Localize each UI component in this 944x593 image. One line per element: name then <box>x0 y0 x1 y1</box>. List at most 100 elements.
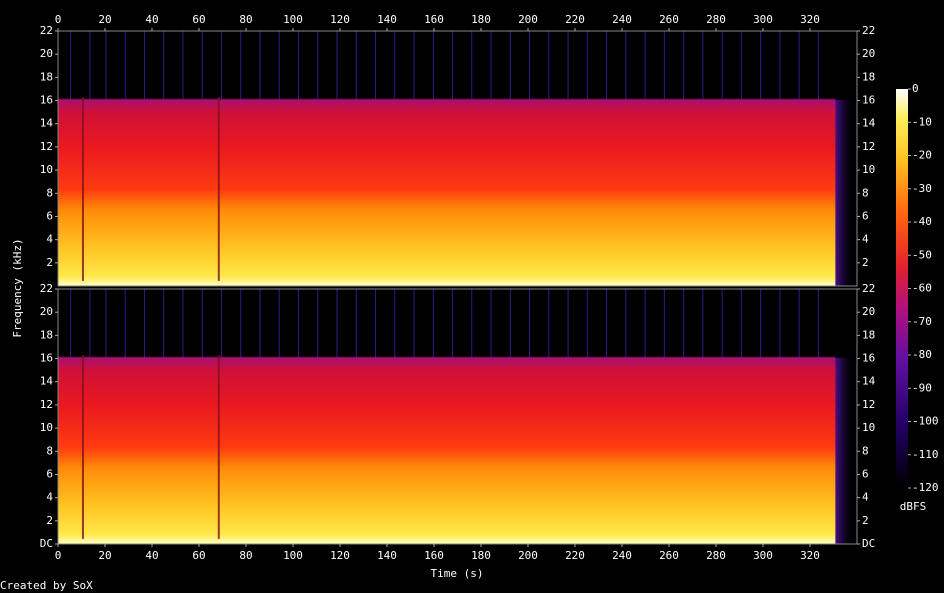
y-tick-label: 6 <box>46 209 53 222</box>
y-tick-label: 8 <box>46 186 53 199</box>
y-tick-label: 2 <box>46 514 53 527</box>
y-tick-label: 12 <box>40 140 53 153</box>
y-tick-label: 16 <box>862 94 875 107</box>
y-tick-label: 20 <box>862 47 875 60</box>
colorbar-label: dBFS <box>900 500 927 513</box>
colorbar-tick-label: -60 <box>912 282 932 295</box>
spectrum-tail <box>835 99 855 286</box>
y-tick-label: 14 <box>40 375 54 388</box>
y-tick-label: 22 <box>40 24 53 37</box>
x-tick-label: 0 <box>55 549 62 562</box>
y-axis-label: Frequency (kHz) <box>11 238 24 337</box>
x-tick-label: 300 <box>753 549 773 562</box>
y-tick-label: 18 <box>862 328 875 341</box>
spectrum-tail <box>835 357 855 544</box>
x-tick-label: 320 <box>800 13 820 26</box>
x-tick-label: 100 <box>283 549 303 562</box>
y-tick-label: 14 <box>862 117 876 130</box>
y-tick-label: 10 <box>862 421 875 434</box>
x-tick-label: 160 <box>424 13 444 26</box>
y-tick-label: 12 <box>862 140 875 153</box>
dark-streak <box>81 355 84 539</box>
x-tick-label: 240 <box>612 549 632 562</box>
y-tick-label: 10 <box>40 421 53 434</box>
footer: Created by SoX <box>0 579 93 592</box>
y-tick-label: 12 <box>40 398 53 411</box>
y-tick-label: 4 <box>46 233 53 246</box>
dark-streak <box>217 97 220 281</box>
x-tick-label: 140 <box>377 549 397 562</box>
spectrum-body <box>58 31 836 286</box>
colorbar-tick-label: -30 <box>912 182 932 195</box>
x-tick-label: 120 <box>330 13 350 26</box>
y-tick-label: 16 <box>862 352 875 365</box>
x-tick-label: 200 <box>518 13 538 26</box>
spectrum-body <box>58 289 836 544</box>
x-tick-label: 260 <box>659 549 679 562</box>
x-tick-label: 60 <box>192 13 205 26</box>
y-tick-label: 12 <box>862 398 875 411</box>
y-tick-label: 20 <box>40 47 53 60</box>
y-tick-label: 18 <box>40 328 53 341</box>
x-tick-label: 280 <box>706 13 726 26</box>
colorbar-tick-label: -120 <box>912 481 939 494</box>
y-tick-label: 6 <box>862 209 869 222</box>
y-tick-label: DC <box>40 537 53 550</box>
colorbar-tick-label: -50 <box>912 248 932 261</box>
x-tick-label: 40 <box>145 549 158 562</box>
dark-streak <box>217 355 220 539</box>
y-tick-label: 18 <box>40 70 53 83</box>
x-tick-label: 160 <box>424 549 444 562</box>
y-tick-label: 22 <box>862 282 875 295</box>
x-tick-label: 0 <box>55 13 62 26</box>
x-tick-label: 280 <box>706 549 726 562</box>
y-tick-label: 6 <box>46 467 53 480</box>
x-tick-label: 180 <box>471 13 491 26</box>
colorbar-tick-label: 0 <box>912 82 919 95</box>
y-tick-label: 8 <box>862 186 869 199</box>
y-tick-label: 14 <box>862 375 876 388</box>
x-tick-label: 300 <box>753 13 773 26</box>
x-tick-label: 220 <box>565 13 585 26</box>
y-tick-label: 10 <box>40 163 53 176</box>
panel-frame <box>57 288 858 545</box>
y-tick-label: 16 <box>40 94 53 107</box>
y-tick-label: 2 <box>46 256 53 269</box>
y-tick-label: 16 <box>40 352 53 365</box>
x-tick-label: 80 <box>239 549 252 562</box>
colorbar-tick-label: -10 <box>912 115 932 128</box>
x-tick-label: 60 <box>192 549 205 562</box>
y-tick-label: 10 <box>862 163 875 176</box>
y-tick-label: 20 <box>862 305 875 318</box>
y-tick-label: 22 <box>862 24 875 37</box>
colorbar-tick-label: -70 <box>912 315 932 328</box>
x-tick-label: 20 <box>98 549 111 562</box>
y-tick-label: 4 <box>46 491 53 504</box>
x-tick-label: 20 <box>98 13 111 26</box>
x-tick-label: 260 <box>659 13 679 26</box>
x-tick-label: 180 <box>471 549 491 562</box>
colorbar-tick-label: -110 <box>912 448 939 461</box>
dark-streak <box>81 97 84 281</box>
x-tick-label: 140 <box>377 13 397 26</box>
colorbar-tick-label: -40 <box>912 215 932 228</box>
y-tick-label: 6 <box>862 467 869 480</box>
y-tick-label: 4 <box>862 233 869 246</box>
x-tick-label: 200 <box>518 549 538 562</box>
x-tick-label: 320 <box>800 549 820 562</box>
y-tick-label: 8 <box>862 444 869 457</box>
x-tick-label: 80 <box>239 13 252 26</box>
y-tick-label: 14 <box>40 117 54 130</box>
colorbar-tick-label: -20 <box>912 149 932 162</box>
colorbar-tick-label: -90 <box>912 381 932 394</box>
x-tick-label: 120 <box>330 549 350 562</box>
x-tick-label: 40 <box>145 13 158 26</box>
y-tick-label: 2 <box>862 256 869 269</box>
y-tick-label: 18 <box>862 70 875 83</box>
y-tick-label: 22 <box>40 282 53 295</box>
colorbar <box>896 89 908 488</box>
x-axis-label: Time (s) <box>431 567 484 580</box>
panel-frame <box>57 30 858 287</box>
y-tick-label: 8 <box>46 444 53 457</box>
